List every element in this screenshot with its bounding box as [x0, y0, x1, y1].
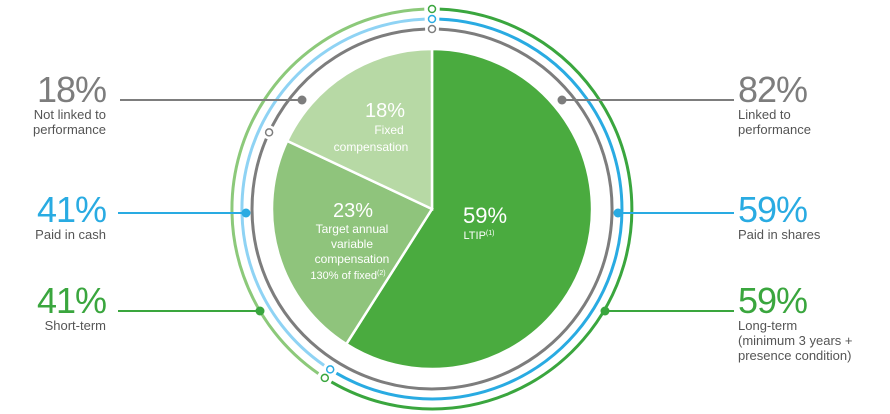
- annotation-label: Paid in cash: [35, 227, 106, 242]
- annotation-short-term: 41% Short-term: [36, 280, 107, 334]
- leader-long-term-dot: [600, 306, 610, 316]
- annotation-label: Short-term: [44, 318, 106, 333]
- annotation-long-term: 59% Long-term (minimum 3 years + presenc…: [738, 283, 853, 364]
- ring-arc-shares-cash-left: [240, 17, 425, 367]
- annotation-not-linked: 18% Not linked to performance: [33, 69, 107, 138]
- annotation-label: Paid in shares: [738, 227, 821, 242]
- slice-label-variable-2: variable: [331, 237, 373, 251]
- annotation-paid-in-cash: 41% Paid in cash: [35, 189, 107, 243]
- pie-slice-variable: [270, 139, 434, 346]
- slice-pct-ltip: 59%: [463, 203, 507, 228]
- annotation-pct: 82%: [738, 69, 808, 110]
- ring-arc-long-short-left: [230, 7, 425, 375]
- annotation-label: Not linked to performance: [33, 107, 106, 137]
- annotation-pct: 41%: [36, 280, 107, 321]
- ring-split-marker: [325, 365, 335, 374]
- slice-label-variable-3: compensation: [315, 252, 390, 266]
- leader-not-linked-dot: [297, 95, 307, 105]
- annotation-label: Linked to performance: [738, 107, 811, 137]
- slice-pct-fixed: 18%: [365, 100, 405, 122]
- pie-slice-ltip: [344, 47, 594, 371]
- slice-label-fixed-2: compensation: [334, 140, 409, 154]
- annotation-linked: 82% Linked to performance: [738, 72, 811, 138]
- slice-label-variable-1: Target annual: [316, 222, 389, 236]
- annotation-pct: 18%: [36, 69, 107, 110]
- pie-slice-fixed: [285, 47, 434, 211]
- leader-paid-in-shares-dot: [613, 208, 623, 218]
- ring-arc-performance-left: [270, 27, 426, 127]
- annotation-pct: 41%: [36, 189, 107, 230]
- ring-arc-long-short-right: [330, 7, 634, 411]
- leader-paid-in-cash-dot: [241, 208, 251, 218]
- annotation-paid-in-shares: 59% Paid in shares: [738, 192, 820, 243]
- ring-split-marker: [320, 373, 330, 383]
- annotation-pct: 59%: [738, 189, 808, 230]
- annotation-label: Long-term (minimum 3 years + presence co…: [738, 318, 853, 363]
- annotation-pct: 59%: [738, 280, 808, 321]
- leader-short-term-dot: [255, 306, 265, 316]
- slice-label-fixed-1: Fixed: [374, 123, 403, 137]
- ring-arc-performance-right: [250, 27, 614, 391]
- ring-arc-shares-cash-right: [335, 17, 624, 401]
- ring-split-marker: [264, 128, 274, 137]
- ring-top-marker: [427, 24, 437, 34]
- slice-label-variable-4: 130% of fixed(2): [310, 270, 385, 282]
- ring-top-marker: [427, 14, 437, 24]
- leader-linked-dot: [557, 95, 567, 105]
- ring-top-marker: [427, 4, 437, 14]
- slice-pct-variable: 23%: [333, 200, 373, 222]
